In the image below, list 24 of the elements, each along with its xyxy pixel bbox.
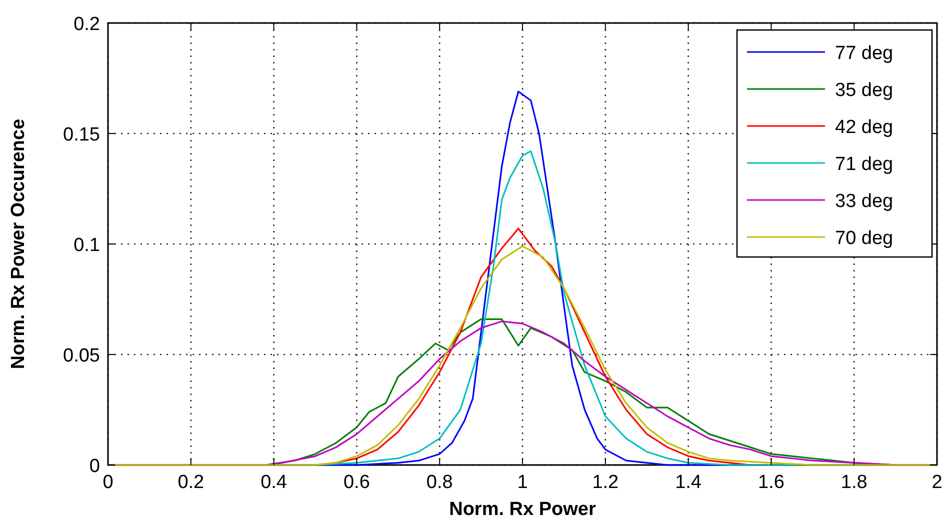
x-tick-label: 1.8 [840,472,868,493]
y-tick-label: 0.05 [63,346,100,366]
x-tick-label: 1.2 [592,472,619,493]
y-tick-label: 0 [89,456,100,477]
x-tick-label: 0 [102,472,114,493]
y-tick-label: 0.1 [74,235,100,256]
x-tick-label: 1.4 [675,472,702,493]
y-tick-label: 0.2 [74,14,100,35]
legend-label: 42 deg [835,117,894,138]
x-tick-label: 0.2 [178,472,204,493]
legend-label: 77 deg [835,43,894,64]
x-tick-label: 2 [932,472,942,493]
x-tick-label: 1 [517,472,528,493]
y-axis-title: Norm. Rx Power Occurence [8,118,29,370]
legend-label: 70 deg [835,228,894,249]
legend-label: 71 deg [835,154,894,175]
legend-label: 35 deg [835,80,894,101]
y-tick-label: 0.15 [63,124,100,146]
x-axis-title: Norm. Rx Power [449,499,596,520]
x-tick-label: 0.8 [426,472,453,493]
x-tick-label: 0.4 [260,472,288,493]
x-tick-label: 0.6 [343,472,370,493]
legend-label: 33 deg [835,191,894,212]
x-tick-label: 1.6 [758,472,784,493]
